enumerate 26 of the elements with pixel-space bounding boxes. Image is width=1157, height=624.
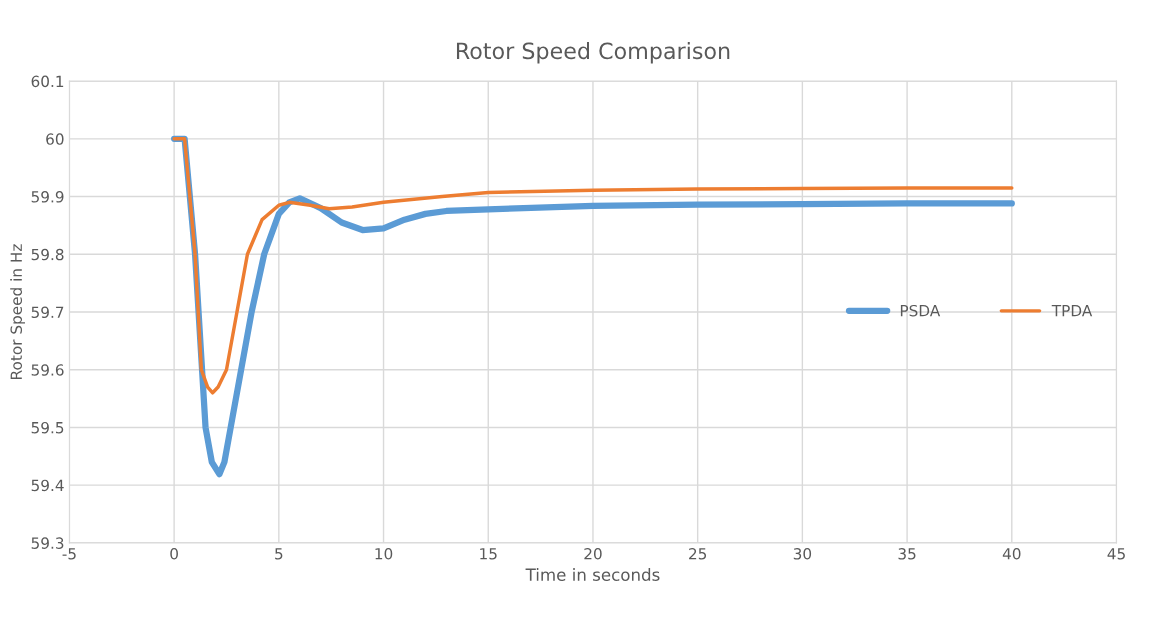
y-tick-label: 59.8 xyxy=(31,248,64,261)
y-tick-label: 59.7 xyxy=(31,306,64,319)
x-tick-label: 5 xyxy=(275,548,283,560)
y-tick-label: 59.5 xyxy=(31,421,64,434)
y-tick-label: 59.4 xyxy=(31,479,64,492)
y-axis-title: Rotor Speed in Hz xyxy=(10,244,25,379)
x-tick-label: -5 xyxy=(62,548,76,560)
x-tick-label: 30 xyxy=(793,548,812,560)
legend-label: PSDA xyxy=(900,304,941,317)
y-tick-label: 60.1 xyxy=(31,75,64,88)
y-tick-label: 60 xyxy=(46,133,64,145)
x-tick-label: 40 xyxy=(1002,548,1021,560)
y-tick-label: 59.6 xyxy=(31,364,64,376)
x-tick-label: 35 xyxy=(898,548,916,560)
x-tick-label: 0 xyxy=(170,548,178,560)
legend-label: TPDA xyxy=(1051,305,1093,317)
x-tick-label: 45 xyxy=(1107,548,1125,560)
y-tick-label: 59.9 xyxy=(31,191,64,203)
y-tick-label: 59.3 xyxy=(31,537,64,549)
x-tick-label: 10 xyxy=(375,548,393,560)
x-tick-label: 15 xyxy=(480,548,497,560)
x-axis-title: Time in seconds xyxy=(525,568,660,581)
x-tick-label: 20 xyxy=(584,548,602,560)
chart-title: Rotor Speed Comparison xyxy=(456,42,730,64)
line-series xyxy=(172,137,1014,395)
x-tick-label: 25 xyxy=(689,548,707,560)
